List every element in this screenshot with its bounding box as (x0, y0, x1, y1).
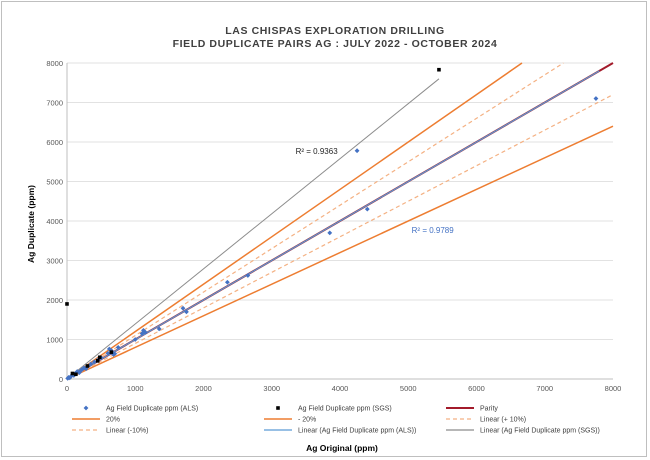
point-ag-field-duplicate-ppm-sgs (109, 350, 114, 354)
point-ag-field-duplicate-ppm-als (71, 373, 77, 378)
y-axis-label: Ag Duplicate (ppm) (26, 185, 36, 263)
x-axis-label: Ag Original (ppm) (306, 443, 378, 453)
y-tick-label: 0 (59, 375, 63, 384)
point-ag-field-duplicate-ppm-als (115, 345, 121, 350)
annotations: R² = 0.9363 R² = 0.9789 (296, 147, 455, 235)
x-tick-label: 5000 (400, 384, 417, 393)
line-linear-ag-field-duplicate-ppm-als (66, 70, 600, 380)
point-ag-field-duplicate-ppm-als (180, 305, 186, 311)
legend-ag-field-duplicate-ppm-sgs-label: Ag Field Duplicate ppm (SGS) (298, 406, 392, 413)
x-tick-label: 1000 (127, 384, 144, 393)
legend-20-label: - 20% (298, 417, 316, 424)
legend-ag-field-duplicate-ppm-sgs-marker (276, 406, 280, 410)
annotation-r2-sgs: R² = 0.9363 (296, 147, 339, 156)
point-ag-field-duplicate-ppm-als (132, 337, 138, 342)
legend-linear-ag-field-duplicate-ppm-als-label: Linear (Ag Field Duplicate ppm (ALS)) (298, 428, 416, 435)
point-ag-field-duplicate-ppm-sgs (74, 372, 78, 377)
legend-ag-field-duplicate-ppm-als-label: Ag Field Duplicate ppm (ALS) (106, 406, 198, 413)
point-ag-field-duplicate-ppm-als (184, 309, 189, 315)
point-ag-field-duplicate-ppm-als (76, 370, 82, 376)
point-ag-field-duplicate-ppm-sgs (85, 364, 90, 368)
x-tick-label: 0 (65, 384, 69, 393)
chart-title-line-2: FIELD DUPLICATE PAIRS AG : JULY 2022 - O… (173, 38, 498, 50)
x-tick-label: 4000 (332, 384, 349, 393)
x-tick-label: 3000 (263, 384, 280, 393)
point-ag-field-duplicate-ppm-als (139, 331, 145, 336)
point-ag-field-duplicate-ppm-als (67, 375, 73, 381)
point-ag-field-duplicate-ppm-sgs (70, 371, 75, 376)
point-ag-field-duplicate-ppm-als (593, 96, 599, 101)
point-ag-field-duplicate-ppm-als (88, 361, 94, 367)
point-ag-field-duplicate-ppm-als (354, 148, 360, 154)
annotation-r2-als: R² = 0.9789 (412, 226, 455, 235)
legend-20-label: 20% (106, 417, 120, 424)
x-tick-label: 6000 (468, 384, 485, 393)
point-ag-field-duplicate-ppm-als (245, 273, 251, 278)
y-tick-label: 5000 (46, 178, 63, 187)
line-linear-10 (66, 62, 564, 380)
chart-title-line-1: LAS CHISPAS EXPLORATION DRILLING (225, 25, 444, 37)
line-20 (66, 62, 523, 380)
point-ag-field-duplicate-ppm-als (105, 350, 111, 356)
legend-ag-field-duplicate-ppm-als-marker (83, 405, 89, 411)
point-ag-field-duplicate-ppm-als (224, 279, 230, 285)
legend: Ag Field Duplicate ppm (ALS) Ag Field Dup… (72, 405, 600, 435)
y-tick-label: 2000 (46, 296, 63, 305)
y-tick-label: 7000 (46, 99, 63, 108)
legend-linear-10-label: Linear (+ 10%) (480, 417, 526, 424)
point-ag-field-duplicate-ppm-sgs (65, 302, 69, 306)
point-ag-field-duplicate-ppm-als (364, 206, 370, 212)
y-tick-label: 6000 (46, 138, 63, 147)
y-tick-label: 3000 (46, 257, 63, 266)
point-ag-field-duplicate-ppm-als (156, 326, 162, 332)
point-ag-field-duplicate-ppm-als (74, 369, 80, 374)
x-tick-label: 8000 (605, 384, 622, 393)
point-ag-field-duplicate-ppm-sgs (97, 355, 102, 360)
point-ag-field-duplicate-ppm-als (327, 230, 333, 236)
point-ag-field-duplicate-ppm-als (143, 329, 148, 335)
line-20 (66, 125, 614, 380)
trend-lines (66, 62, 614, 380)
legend-linear-10-label: Linear (-10%) (106, 428, 148, 435)
point-ag-field-duplicate-ppm-als (91, 359, 97, 365)
line-linear-ag-field-duplicate-ppm-sgs (66, 78, 440, 380)
y-tick-label: 1000 (46, 336, 63, 345)
x-tick-label: 2000 (195, 384, 212, 393)
point-ag-field-duplicate-ppm-sgs (437, 67, 441, 72)
legend-parity-label: Parity (480, 406, 498, 413)
legend-linear-ag-field-duplicate-ppm-sgs-label: Linear (Ag Field Duplicate ppm (SGS)) (480, 428, 600, 435)
y-tick-label: 4000 (46, 217, 63, 226)
line-linear-10 (66, 94, 614, 380)
point-ag-field-duplicate-ppm-sgs (95, 359, 100, 363)
y-tick-label: 8000 (46, 59, 63, 68)
point-ag-field-duplicate-ppm-als (112, 351, 118, 357)
data-points (65, 67, 599, 381)
point-ag-field-duplicate-ppm-als (81, 365, 87, 371)
x-tick-label: 7000 (536, 384, 553, 393)
axis-ticks: 0 1000 2000 3000 4000 5000 6000 7000 8000 0 1000 20… (46, 59, 621, 393)
